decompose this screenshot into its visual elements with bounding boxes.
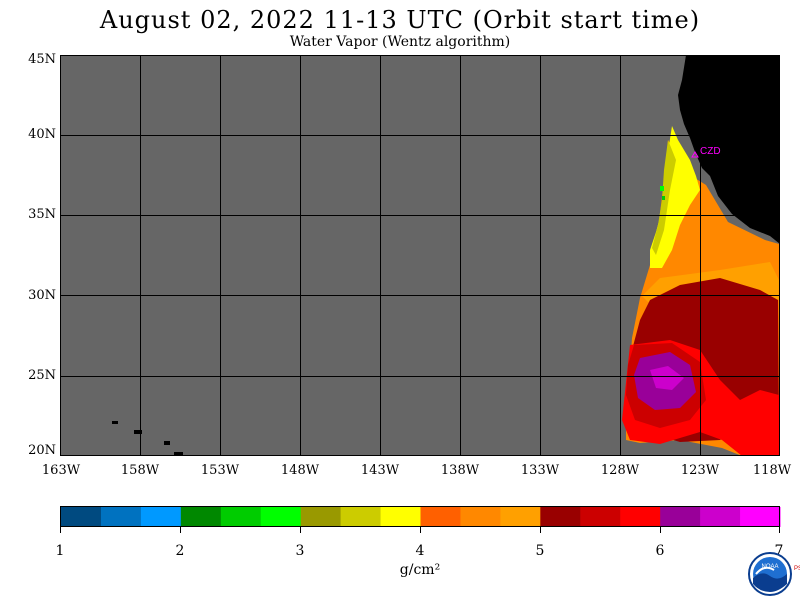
lon-label: 158W <box>120 463 160 478</box>
colorbar-units: g/cm² <box>399 562 441 578</box>
colorbar-tick-label: 5 <box>535 543 545 559</box>
map-frame <box>60 55 780 456</box>
colorbar-tick-label: 7 <box>774 543 784 559</box>
colorbar-tick-label: 4 <box>415 543 425 559</box>
station-marker <box>691 151 699 158</box>
colorbar-cell <box>500 507 541 527</box>
lat-label: 35N <box>28 207 56 222</box>
colorbar-tick-label: 2 <box>175 543 185 559</box>
wv-green-pixel <box>660 186 664 191</box>
colorbar-cell <box>460 507 501 527</box>
colorbar-ticks <box>60 527 780 533</box>
graticule <box>61 55 780 456</box>
hawaii-island <box>112 421 118 424</box>
colorbar-tick-label: 3 <box>295 543 305 559</box>
map-title: August 02, 2022 11-13 UTC (Orbit start t… <box>99 6 701 34</box>
colorbar-cell <box>61 507 102 527</box>
colorbar-tick-label: 6 <box>655 543 665 559</box>
lon-label: 153W <box>200 463 240 478</box>
hawaii-island <box>174 452 183 456</box>
colorbar-cell <box>540 507 581 527</box>
colorbar-cell <box>180 507 222 527</box>
colorbar-cell <box>100 507 142 527</box>
lat-label: 45N <box>28 52 56 67</box>
colorbar-cell <box>340 507 382 527</box>
lon-label: 128W <box>600 463 640 478</box>
colorbar-frame <box>60 506 780 527</box>
lon-label: 143W <box>360 463 400 478</box>
colorbar-cell <box>620 507 661 527</box>
lon-label: 148W <box>280 463 320 478</box>
colorbar-cell <box>220 507 262 527</box>
lon-label: 163W <box>41 463 81 478</box>
colorbar-cell <box>380 507 421 527</box>
colorbar-cell <box>660 507 701 527</box>
colorbar-cell <box>300 507 342 527</box>
lon-label: 118W <box>752 463 792 478</box>
lat-label: 30N <box>28 288 56 303</box>
logo-text: NOAA <box>761 564 778 570</box>
land-mass <box>678 55 780 244</box>
station-label: CZD <box>700 146 721 157</box>
colorbar-cell <box>140 507 182 527</box>
colorbar-cell <box>420 507 461 527</box>
logo-side-text: PSL <box>794 566 800 572</box>
hawaii-island <box>164 441 170 445</box>
lon-label: 138W <box>440 463 480 478</box>
lon-label: 123W <box>680 463 720 478</box>
lat-label: 40N <box>28 127 56 142</box>
lon-label: 133W <box>520 463 560 478</box>
lat-label: 25N <box>28 368 56 383</box>
colorbar-cell <box>740 507 781 527</box>
colorbar-tick-label: 1 <box>55 543 65 559</box>
wv-swath-magenta <box>650 366 684 390</box>
lat-label: 20N <box>28 443 56 458</box>
colorbar <box>61 507 781 527</box>
wv-green-pixel-2 <box>662 196 665 200</box>
colorbar-cell <box>700 507 741 527</box>
hawaii-island <box>134 430 142 434</box>
colorbar-cell <box>260 507 302 527</box>
colorbar-cell <box>580 507 621 527</box>
map-subtitle: Water Vapor (Wentz algorithm) <box>289 34 511 50</box>
noaa-logo-icon: NOAA <box>748 552 792 596</box>
